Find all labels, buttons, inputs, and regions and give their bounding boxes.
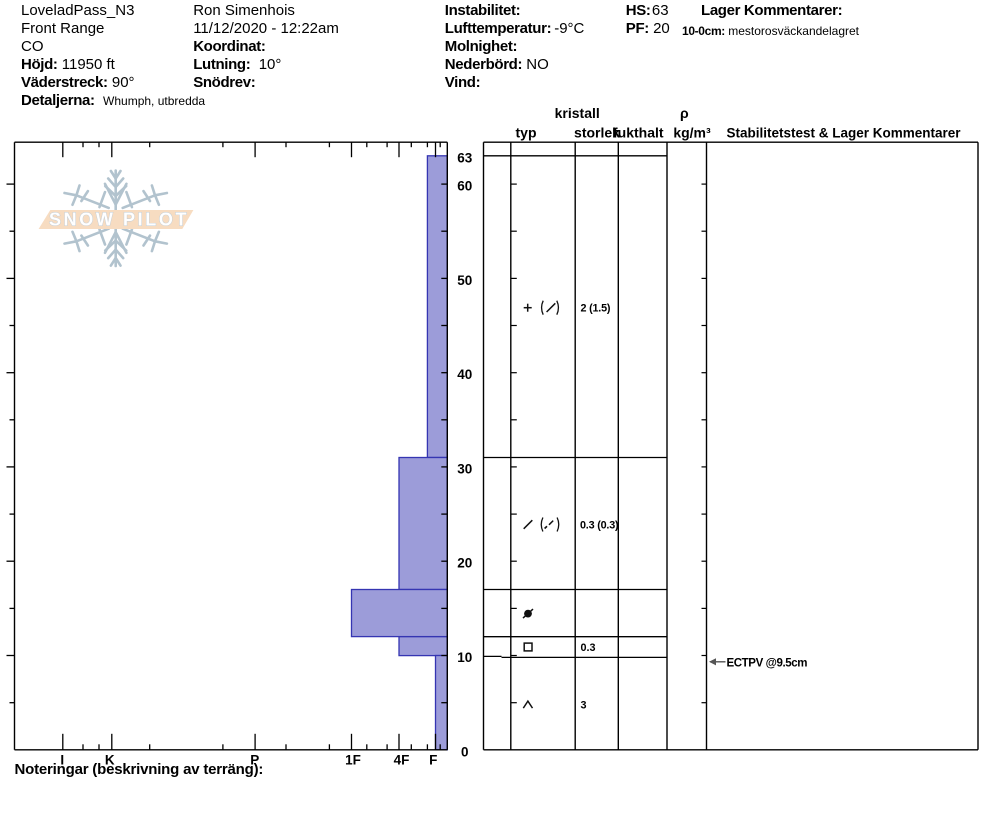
svg-text:30: 30 [457,461,472,476]
svg-text:4F: 4F [394,752,410,767]
svg-text:kristall: kristall [555,105,600,121]
svg-text:1F: 1F [345,752,361,767]
svg-text:50: 50 [457,273,472,288]
svg-text:20: 20 [457,556,472,571]
svg-text:fukthalt: fukthalt [613,125,664,141]
svg-text:ECTPV @9.5cm: ECTPV @9.5cm [727,658,808,670]
svg-text:3: 3 [581,700,587,712]
svg-text:F: F [429,752,437,767]
svg-text:K: K [105,752,115,767]
svg-text:storlek: storlek [574,125,620,141]
svg-text:0: 0 [461,744,469,759]
svg-text:P: P [250,752,259,767]
svg-text:10: 10 [457,650,472,665]
svg-text:2 (1.5): 2 (1.5) [581,303,611,315]
svg-text:SNOW PILOT: SNOW PILOT [49,210,188,230]
svg-text:Stabilitetstest & Lager Kommen: Stabilitetstest & Lager Kommentarer [726,126,961,141]
svg-text:0.3 (0.3): 0.3 (0.3) [580,520,619,532]
svg-text:0.3: 0.3 [581,642,596,654]
svg-text:ρ: ρ [680,105,689,121]
svg-text:kg/m³: kg/m³ [673,125,711,141]
svg-text:40: 40 [457,367,472,382]
svg-text:I: I [60,752,64,767]
svg-text:60: 60 [457,179,472,194]
svg-text:typ: typ [516,125,537,141]
svg-text:63: 63 [457,150,473,165]
